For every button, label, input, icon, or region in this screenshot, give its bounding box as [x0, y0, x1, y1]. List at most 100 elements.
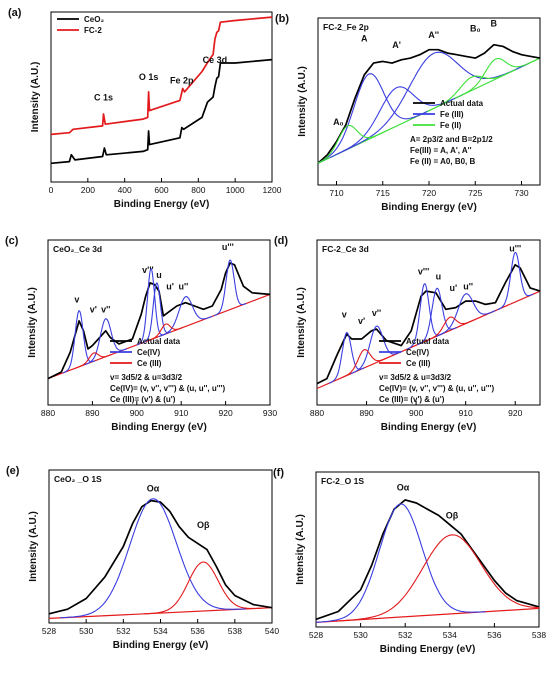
- series-line: [316, 263, 541, 385]
- legend-label: FC-2: [84, 26, 102, 35]
- x-tick-label: 900: [409, 408, 423, 418]
- peak-label: Ce 3d: [203, 55, 228, 65]
- peak-label: u: [156, 270, 162, 280]
- panel-title: CeO₂ _O 1S: [54, 474, 102, 484]
- peak-label: u': [166, 282, 174, 292]
- x-tick-label: 532: [116, 626, 130, 636]
- panel-title: CeO₂_Ce 3d: [53, 244, 102, 254]
- x-tick-label: 900: [130, 408, 144, 418]
- x-axis-label: Binding Energy (eV): [381, 422, 477, 433]
- y-axis-label: Intensity (A.U.): [295, 514, 306, 585]
- series-line: [50, 58, 273, 165]
- plot-frame: [50, 11, 273, 183]
- peak-label: u''': [222, 242, 234, 252]
- legend-label: CeO₂: [84, 15, 104, 24]
- legend-note: Ce(IV)= (v, v'', v''') & (u, u'', u'''): [110, 384, 225, 393]
- x-tick-label: 880: [310, 408, 324, 418]
- fit-peak: [136, 267, 166, 346]
- series-line: [315, 499, 540, 621]
- legend-label: Ce (III): [137, 359, 162, 368]
- peak-label: A₀: [333, 117, 344, 127]
- plot-frame: [47, 239, 271, 406]
- y-axis-label: Intensity (A.U.): [296, 287, 307, 358]
- plot-frame: [316, 239, 541, 406]
- peak-label: v'': [101, 305, 110, 315]
- panel-4: 880 890 900 910 920 Binding Energy (eV) Intens…: [274, 235, 541, 433]
- legend-label: Ce(IV): [137, 348, 160, 357]
- fit-peak: [454, 57, 537, 99]
- fit-peak: [329, 86, 464, 159]
- y-axis-label: Intensity (A.U.): [297, 66, 308, 137]
- peak-label: u'': [179, 282, 189, 292]
- legend-note: A= 2p3/2 and B=2p1/2: [410, 135, 493, 144]
- x-axis-label: Binding Energy (eV): [114, 199, 210, 210]
- fit-peak: [317, 73, 429, 164]
- x-tick-label: 710: [329, 188, 343, 198]
- peak-label: u'': [463, 282, 473, 292]
- x-tick-label: 600: [154, 185, 168, 195]
- fit-peak: [317, 124, 385, 164]
- fit-peak: [213, 259, 247, 317]
- legend-note: Fe (II) = A0, B0, B: [410, 157, 475, 166]
- fit-peak: [425, 316, 474, 342]
- peak-label: Fe 2p: [170, 75, 194, 85]
- fit-peak: [340, 349, 389, 379]
- legend-note: Fe(III) = A, A', A'': [410, 146, 472, 155]
- legend-label: Actual data: [440, 99, 484, 108]
- peak-label: v'': [372, 308, 381, 318]
- fit-peak: [158, 296, 213, 338]
- legend-note: Ce (III)= (v') & (u'): [379, 395, 445, 404]
- fit-peak: [435, 293, 496, 338]
- peak-label: A': [392, 40, 401, 50]
- x-tick-label: 534: [443, 630, 457, 640]
- series-line: [317, 43, 541, 164]
- peak-label: C 1s: [94, 92, 113, 102]
- panel-title: FC-2_O 1S: [321, 476, 364, 486]
- x-tick-label: 880: [41, 408, 55, 418]
- panel-2: 710 715 720 725 730 Binding Energy (eV) Intens…: [275, 13, 541, 213]
- x-tick-label: 536: [487, 630, 501, 640]
- x-tick-label: 890: [359, 408, 373, 418]
- peak-label: u': [449, 283, 457, 293]
- x-tick-label: 1000: [226, 185, 245, 195]
- panel-label: (b): [275, 13, 289, 25]
- peak-label: A: [361, 33, 368, 43]
- x-tick-label: 930: [263, 408, 277, 418]
- x-tick-label: 538: [532, 630, 546, 640]
- fit-peak: [497, 251, 534, 311]
- x-tick-label: 1200: [263, 185, 282, 195]
- x-tick-label: 910: [174, 408, 188, 418]
- x-tick-label: 200: [81, 185, 95, 195]
- peak-label: A'': [428, 30, 439, 40]
- x-axis-label: Binding Energy (eV): [381, 202, 477, 213]
- plot-frame: [315, 471, 540, 628]
- x-tick-label: 920: [508, 408, 522, 418]
- x-tick-label: 400: [118, 185, 132, 195]
- panel-title: FC-2_Fe 2p: [323, 22, 369, 32]
- panel-label: (c): [5, 235, 19, 247]
- x-tick-label: 0: [49, 185, 54, 195]
- panel-3: 880 890 900 910 920 930 Binding Energy (eV) Int…: [5, 235, 277, 433]
- x-tick-label: 910: [459, 408, 473, 418]
- series-line: [50, 16, 273, 136]
- y-axis-label: Intensity (A.U.): [27, 287, 38, 358]
- legend-note: Ce(IV)= (v, v'', v''') & (u, u'', u'''): [379, 384, 494, 393]
- fit-peak: [75, 352, 112, 369]
- fit-peak: [426, 69, 517, 113]
- x-tick-label: 715: [376, 188, 390, 198]
- x-tick-label: 536: [191, 626, 205, 636]
- peak-label: Oβ: [446, 511, 459, 521]
- peak-label: B₀: [470, 23, 481, 33]
- x-axis-label: Binding Energy (eV): [113, 640, 209, 651]
- fit-peak: [350, 325, 403, 375]
- fit-peak: [143, 561, 263, 615]
- peak-label: v: [74, 295, 79, 305]
- y-axis-label: Intensity (A.U.): [30, 62, 41, 133]
- fit-peak: [336, 534, 540, 622]
- x-tick-label: 532: [398, 630, 412, 640]
- x-tick-label: 530: [354, 630, 368, 640]
- x-tick-label: 534: [153, 626, 167, 636]
- peak-label: v': [90, 305, 97, 315]
- legend-note: Ce (III)= (v') & (u'): [110, 395, 176, 404]
